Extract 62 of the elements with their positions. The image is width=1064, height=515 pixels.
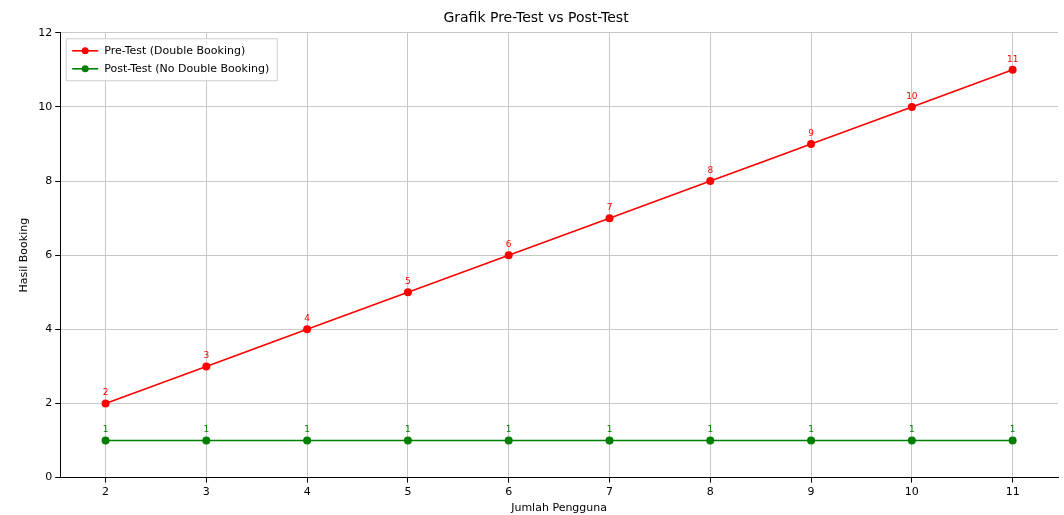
x-axis-title: Jumlah Pengguna [510,501,608,515]
data-label: 1 [102,424,109,435]
point [907,436,916,445]
y-tick-label: 4 [45,322,53,336]
point [504,436,513,445]
data-label: 3 [203,350,210,361]
x-tick-label: 9 [807,485,815,499]
point [504,251,513,260]
x-tick-label: 4 [303,485,311,499]
y-tick-label: 8 [45,173,53,187]
data-label: 10 [906,90,918,101]
y-tick-label: 0 [45,470,53,484]
legend-label: Post-Test (No Double Booking) [104,61,270,75]
data-label: 4 [304,313,311,324]
point [706,436,715,445]
legend-label: Pre-Test (Double Booking) [104,43,246,57]
y-tick-label: 10 [38,99,53,113]
x-tick-label: 5 [404,485,412,499]
point [605,214,614,223]
y-axis-title: Hasil Booking [17,217,31,293]
data-label: 5 [405,276,411,287]
data-label: 1 [606,424,613,435]
data-label: 1 [203,424,210,435]
x-tick-label: 2 [102,485,110,499]
data-label: 1 [1009,424,1016,435]
point [303,436,312,445]
point [202,436,211,445]
x-tick-label: 11 [1005,485,1020,499]
point [101,436,110,445]
point [807,436,816,445]
x-tick-label: 3 [202,485,210,499]
data-label: 1 [808,424,814,435]
point [303,325,312,334]
data-label: 9 [808,127,815,138]
data-label: 11 [1006,53,1019,64]
data-label: 8 [707,164,714,175]
data-label: 2 [102,387,109,398]
x-tick-label: 10 [904,485,919,499]
data-label: 1 [505,424,512,435]
y-tick-label: 12 [38,25,53,39]
data-label: 7 [606,201,613,212]
point [202,362,211,371]
data-label: 1 [707,424,714,435]
x-tick-label: 6 [505,485,513,499]
data-label: 1 [304,424,310,435]
chart-title: Grafik Pre-Test vs Post-Test [443,9,630,26]
point [706,177,715,186]
point [1008,436,1017,445]
y-tick-label: 6 [45,248,53,262]
point [807,140,816,148]
point [101,399,110,408]
point [403,288,412,297]
point [907,102,916,111]
y-tick-label: 2 [45,396,53,410]
data-label: 1 [405,424,411,435]
x-tick-label: 8 [706,485,714,499]
point [403,436,412,445]
point [605,436,614,445]
data-label: 1 [908,424,915,435]
x-tick-label: 7 [605,485,613,499]
data-label: 6 [505,239,512,250]
point [1008,65,1017,74]
